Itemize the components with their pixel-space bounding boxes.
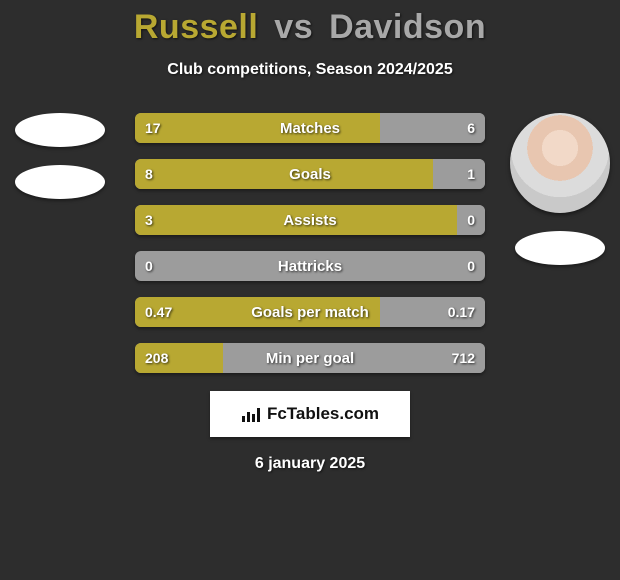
stat-label: Matches	[135, 113, 485, 143]
stat-row: 0.470.17Goals per match	[135, 297, 485, 327]
stat-label: Hattricks	[135, 251, 485, 281]
player1-club-badge-2	[15, 165, 105, 199]
source-logo: FcTables.com	[210, 391, 410, 437]
stat-label: Assists	[135, 205, 485, 235]
player1-name: Russell	[134, 8, 258, 46]
left-player-column	[0, 113, 120, 199]
chart-icon	[241, 406, 261, 422]
stat-label: Goals	[135, 159, 485, 189]
source-logo-text: FcTables.com	[267, 404, 379, 424]
stat-row: 176Matches	[135, 113, 485, 143]
vs-text: vs	[274, 8, 313, 46]
stat-label: Goals per match	[135, 297, 485, 327]
stat-row: 00Hattricks	[135, 251, 485, 281]
comparison-title: Russell vs Davidson	[0, 0, 620, 47]
player2-club-badge	[515, 231, 605, 265]
footer-date: 6 january 2025	[0, 455, 620, 473]
comparison-bars: 176Matches 81Goals 30Assists 00Hattricks 0.4…	[135, 113, 485, 373]
player2-avatar	[510, 113, 610, 213]
right-player-column	[500, 113, 620, 265]
stat-label: Min per goal	[135, 343, 485, 373]
player2-name: Davidson	[329, 8, 486, 46]
player1-club-badge	[15, 113, 105, 147]
subtitle: Club competitions, Season 2024/2025	[0, 61, 620, 79]
stat-row: 30Assists	[135, 205, 485, 235]
stat-row: 208712Min per goal	[135, 343, 485, 373]
content-area: 176Matches 81Goals 30Assists 00Hattricks 0.4…	[0, 113, 620, 373]
stat-row: 81Goals	[135, 159, 485, 189]
